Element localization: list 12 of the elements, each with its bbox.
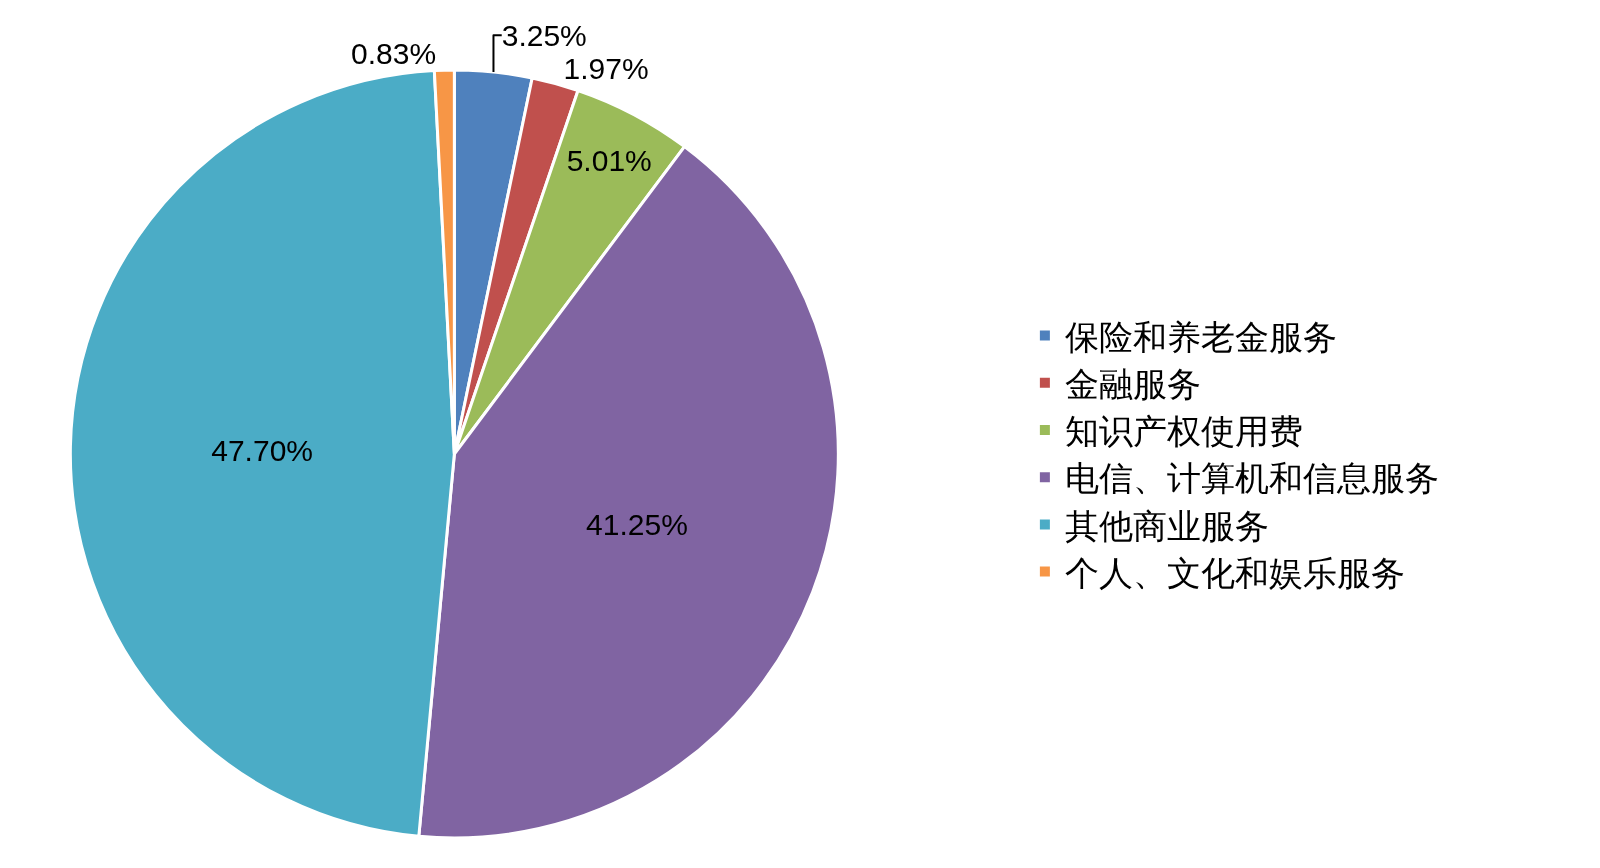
data-label: 47.70% [211,433,313,467]
data-label: 3.25% [501,18,587,52]
legend-label: 其他商业服务 [1064,505,1269,546]
data-label: 41.25% [586,507,688,541]
legend-label: 电信、计算机和信息服务 [1064,458,1439,499]
legend-label: 金融服务 [1064,364,1201,405]
data-label: 1.97% [563,51,649,85]
legend-label: 知识产权使用费 [1064,411,1303,452]
legend-label: 保险和养老金服务 [1064,316,1337,357]
data-label: 0.83% [351,37,437,71]
legend-label: 个人、文化和娱乐服务 [1064,552,1405,593]
data-label: 5.01% [566,143,652,177]
